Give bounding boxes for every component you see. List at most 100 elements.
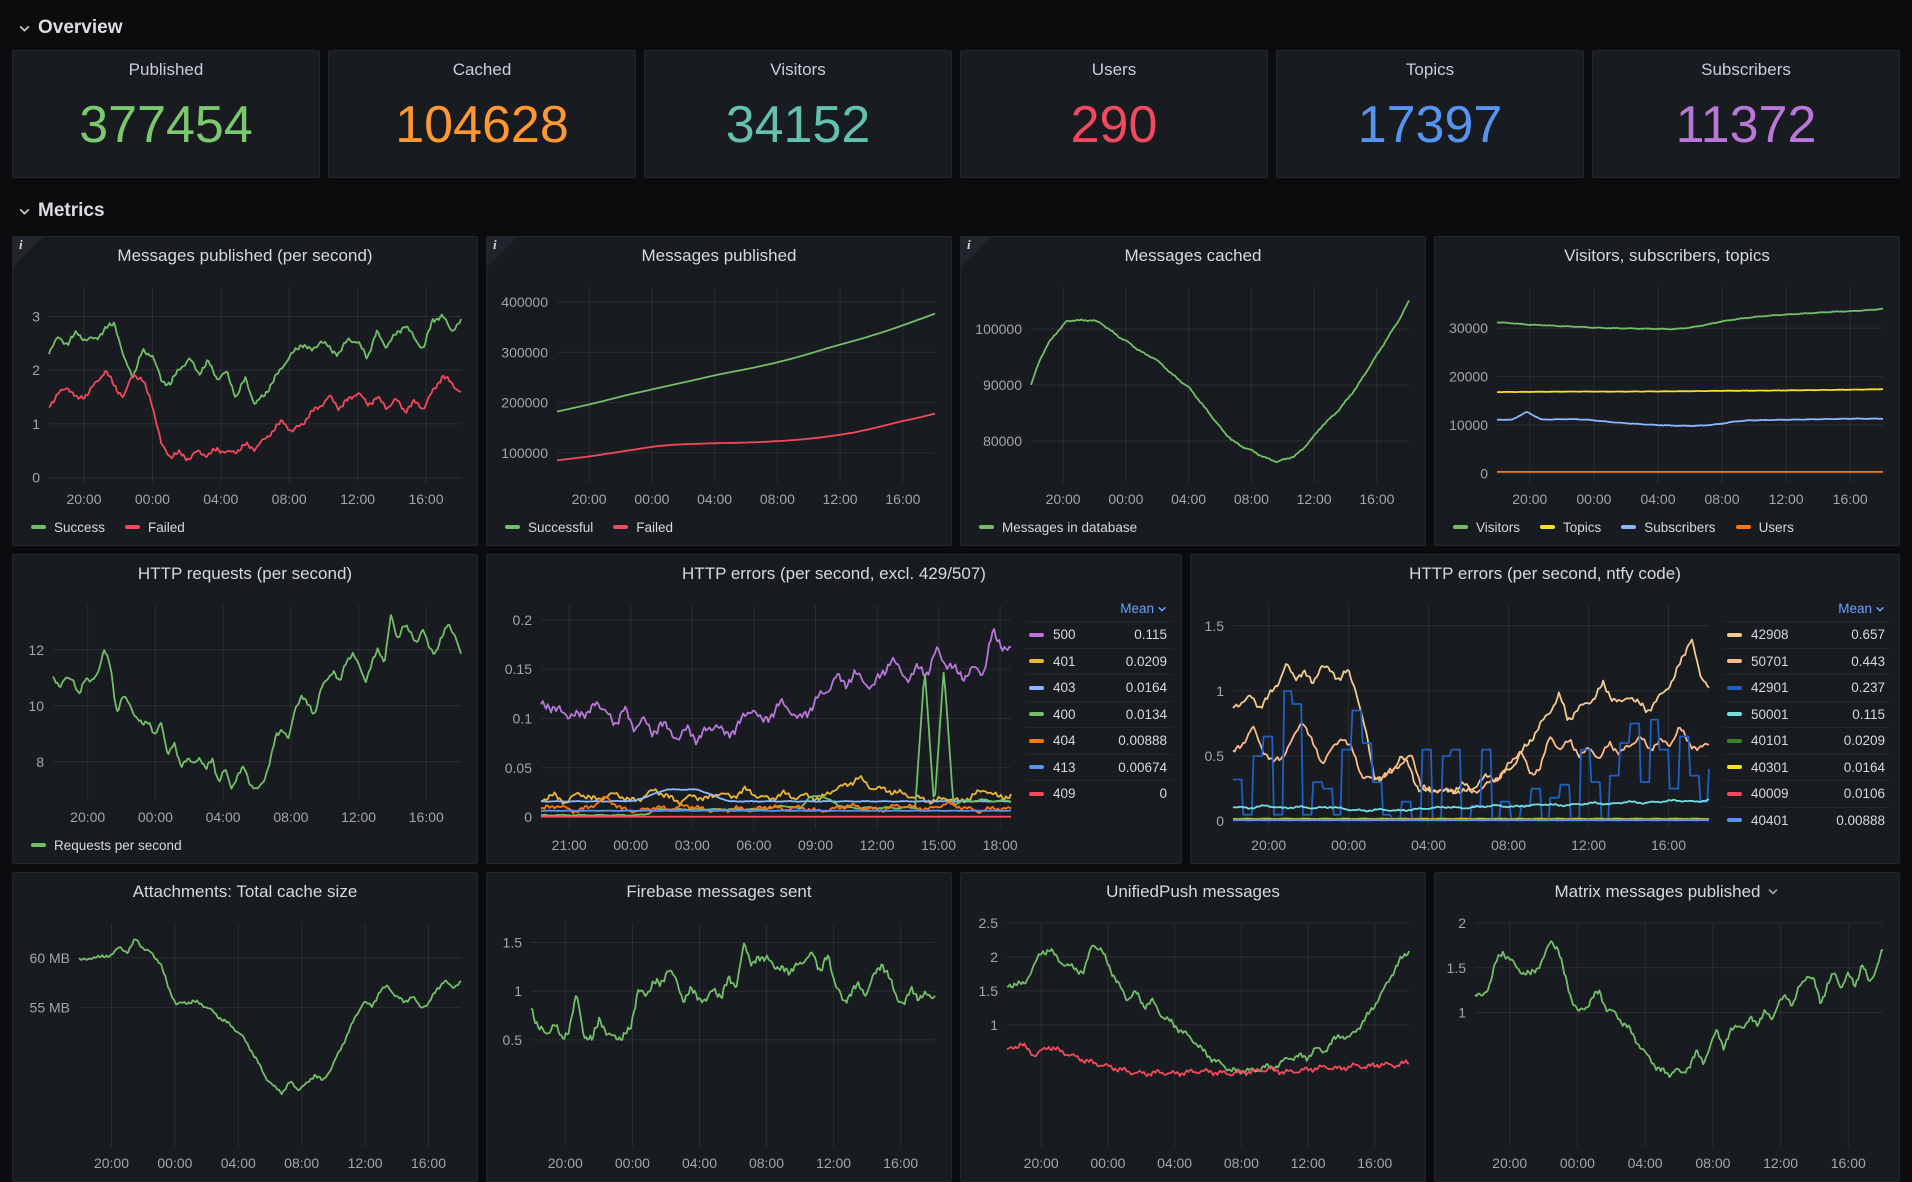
legend-swatch [1029, 632, 1044, 637]
chart-canvas[interactable]: 80000 90000 100000 20:00 00:00 04:00 08:00 12:0… [967, 275, 1417, 513]
svg-text:20:00: 20:00 [1046, 491, 1081, 507]
chart-canvas[interactable]: 1 1.5 2 20:00 00:00 04:00 08:00 12:00 16:00 [1441, 911, 1891, 1177]
legend-swatch [1727, 659, 1742, 664]
legend-item[interactable]: Failed [613, 520, 673, 535]
svg-text:16:00: 16:00 [1833, 491, 1868, 507]
panel-messages-published-rate: i Messages published (per second) 0 1 2 3 20… [12, 236, 478, 546]
legend-item[interactable]: Success [31, 520, 105, 535]
legend-item[interactable]: 50701 [1727, 654, 1843, 669]
svg-text:0.1: 0.1 [513, 711, 533, 727]
svg-text:04:00: 04:00 [1628, 1155, 1663, 1171]
legend-row: 40009 0.0106 [1723, 780, 1891, 807]
legend-mean-header[interactable]: Mean [1025, 599, 1173, 621]
panel-title[interactable]: HTTP errors (per second, excl. 429/507) [682, 564, 986, 583]
svg-text:1.5: 1.5 [503, 935, 523, 951]
svg-text:2: 2 [990, 949, 998, 965]
chart-canvas[interactable]: 1 1.5 2 2.5 20:00 00:00 04:00 08:00 12:00 16:00 [967, 911, 1417, 1177]
chart-canvas[interactable]: 0 0.5 1 1.5 20:00 00:00 04:00 08:00 12:00 16:00 [1197, 593, 1717, 859]
chart-legend: Requests per second [19, 831, 469, 859]
svg-text:0.5: 0.5 [1205, 748, 1225, 764]
svg-text:20:00: 20:00 [572, 491, 607, 507]
chart-canvas[interactable]: 0 1 2 3 20:00 00:00 04:00 08:00 12:00 16:00 [19, 275, 469, 513]
section-header-overview[interactable]: Overview [12, 6, 1900, 50]
legend-mean-header[interactable]: Mean [1723, 599, 1891, 621]
legend-item[interactable]: 40301 [1727, 760, 1836, 775]
legend-item[interactable]: Requests per second [31, 838, 182, 853]
overview-stats-row: Published 377454 Cached 104628 Visitors … [12, 50, 1900, 178]
legend-item[interactable]: 413 [1029, 760, 1110, 775]
info-icon[interactable]: i [961, 237, 991, 267]
legend-item[interactable]: 409 [1029, 786, 1151, 801]
legend-label: 400 [1053, 706, 1076, 722]
panel-title[interactable]: Firebase messages sent [626, 882, 812, 901]
panel-title[interactable]: Messages published (per second) [117, 246, 373, 265]
svg-text:04:00: 04:00 [221, 1155, 256, 1171]
chart-canvas[interactable]: 55 MB 60 MB 20:00 00:00 04:00 08:00 12:00 16:00 [19, 911, 469, 1177]
legend-item[interactable]: 404 [1029, 733, 1110, 748]
legend-item[interactable]: Visitors [1453, 520, 1520, 535]
panel-http-requests: i HTTP requests (per second) 8101220:000… [12, 554, 478, 864]
legend-item[interactable]: 500 [1029, 627, 1126, 642]
svg-text:16:00: 16:00 [1359, 491, 1394, 507]
legend-swatch [31, 843, 46, 847]
legend-item[interactable]: Successful [505, 520, 593, 535]
panel-title[interactable]: Messages cached [1124, 246, 1262, 265]
legend-item[interactable]: 50001 [1727, 707, 1844, 722]
svg-text:20000: 20000 [1449, 369, 1488, 385]
panel-title[interactable]: Visitors, subscribers, topics [1564, 246, 1770, 265]
legend-row: 40401 0.00888 [1723, 806, 1891, 834]
panel-title[interactable]: HTTP errors (per second, ntfy code) [1409, 564, 1681, 583]
chart-canvas[interactable]: 0 10000 20000 30000 20:00 00:00 04:00 08:00 12:0… [1441, 275, 1891, 513]
stat-value: 11372 [1675, 95, 1817, 154]
legend-item[interactable]: Subscribers [1621, 520, 1716, 535]
panel-title[interactable]: HTTP requests (per second) [137, 564, 353, 583]
legend-swatch [613, 525, 629, 529]
svg-text:0: 0 [1216, 813, 1224, 829]
panel-firebase-messages: i Firebase messages sent 0.511.520:0000:… [486, 872, 952, 1182]
svg-text:12:00: 12:00 [816, 1155, 851, 1171]
svg-text:00:00: 00:00 [613, 837, 648, 853]
legend-label: Failed [148, 519, 185, 535]
section-header-metrics[interactable]: Metrics [12, 186, 1900, 236]
legend-item[interactable]: 400 [1029, 707, 1118, 722]
legend-mean-value: 0.443 [1851, 653, 1885, 669]
legend-item[interactable]: Topics [1540, 520, 1601, 535]
svg-text:08:00: 08:00 [760, 491, 795, 507]
legend-item[interactable]: 401 [1029, 654, 1118, 669]
legend-item[interactable]: Users [1735, 520, 1794, 535]
legend-item[interactable]: 42908 [1727, 627, 1843, 642]
svg-text:08:00: 08:00 [284, 1155, 319, 1171]
svg-text:100000: 100000 [501, 445, 548, 461]
chart-canvas[interactable]: 0.5 1 1.5 20:00 00:00 04:00 08:00 12:00 16:00 [493, 911, 943, 1177]
stat-value: 377454 [79, 95, 253, 154]
chart-canvas[interactable]: 0 0.05 0.1 0.15 0.2 21:00 00:00 03:00 06:00 09:00… [493, 593, 1019, 859]
legend-row: 50701 0.443 [1723, 647, 1891, 675]
panel-title[interactable]: Matrix messages published [1435, 873, 1899, 911]
chevron-down-icon [1769, 889, 1778, 895]
svg-text:04:00: 04:00 [203, 491, 238, 507]
info-icon[interactable]: i [13, 237, 43, 267]
legend-item[interactable]: 40009 [1727, 786, 1836, 801]
svg-text:16:00: 16:00 [411, 1155, 446, 1171]
legend-item[interactable]: Failed [125, 520, 185, 535]
svg-text:12:00: 12:00 [1571, 837, 1606, 853]
legend-swatch [1727, 632, 1742, 637]
chart-canvas[interactable]: 8 10 12 20:00 00:00 04:00 08:00 12:00 16:00 [19, 593, 469, 831]
panel-title[interactable]: UnifiedPush messages [1106, 882, 1280, 901]
legend-row: 404 0.00888 [1025, 727, 1173, 754]
legend-item[interactable]: 40401 [1727, 813, 1828, 828]
panel-visitors-subscribers-topics: i Visitors, subscribers, topics 01000020… [1434, 236, 1900, 546]
legend-item[interactable]: 40101 [1727, 733, 1836, 748]
panel-attachments-cache-size: i Attachments: Total cache size 55 MB60 … [12, 872, 478, 1182]
legend-table: Mean 500 0.115 401 0.0209 403 0.0164 400 0.0134… [1025, 599, 1173, 859]
panel-title[interactable]: Attachments: Total cache size [132, 882, 358, 901]
legend-item[interactable]: 42901 [1727, 680, 1843, 695]
stat-panel-users: Users 290 [960, 50, 1268, 178]
chart-canvas[interactable]: 100000 200000 300000 400000 20:00 00:00 04:00 0… [493, 275, 943, 513]
legend-item[interactable]: Messages in database [979, 520, 1137, 535]
panel-title[interactable]: Messages published [641, 246, 797, 265]
info-icon[interactable]: i [487, 237, 517, 267]
svg-text:1.5: 1.5 [1447, 960, 1467, 976]
legend-item[interactable]: 403 [1029, 680, 1118, 695]
